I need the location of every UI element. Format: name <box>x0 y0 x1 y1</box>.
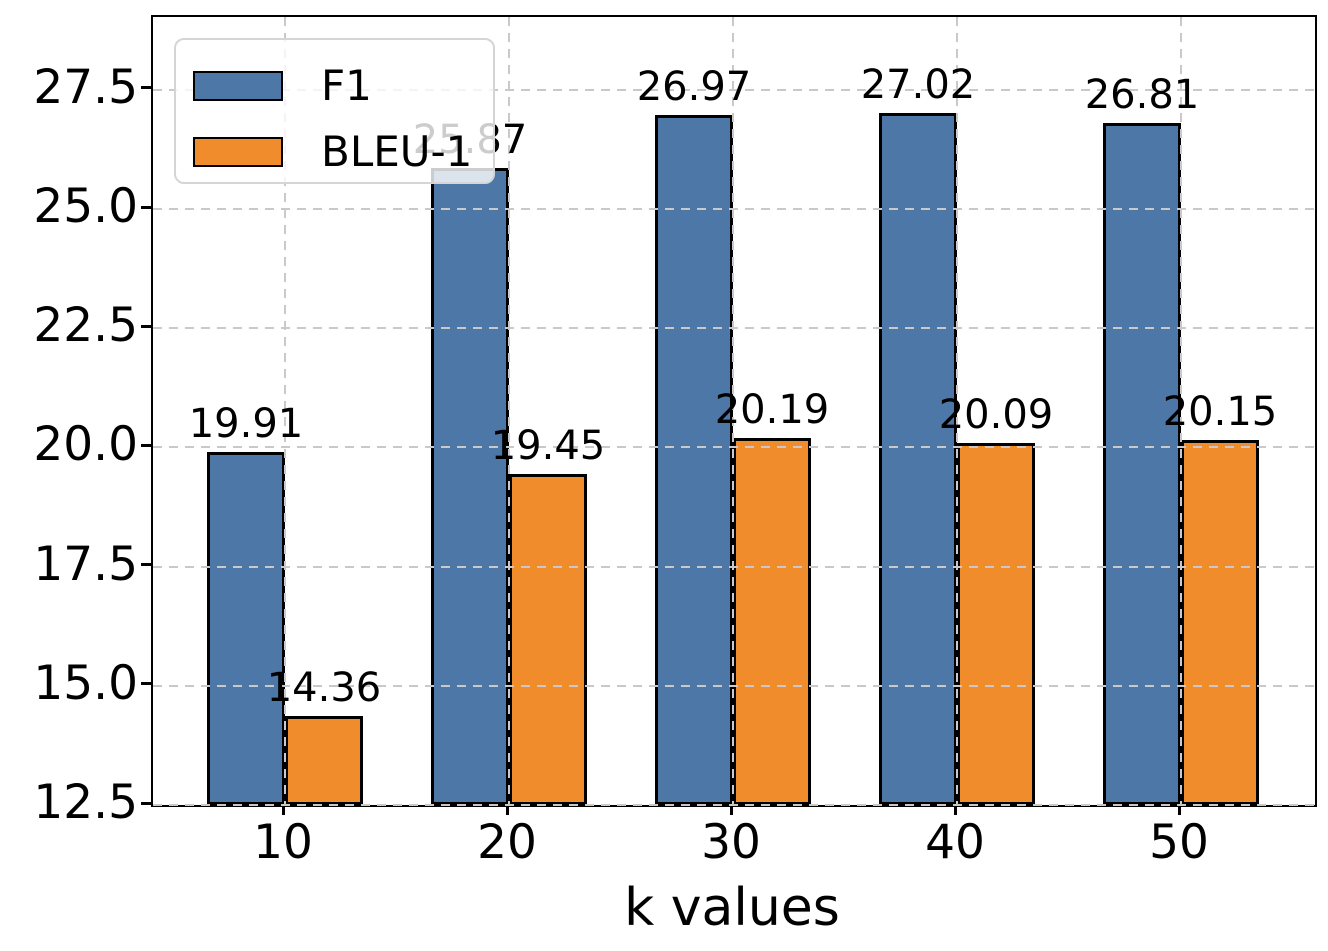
x-tick-label: 20 <box>477 815 537 870</box>
y-tick-mark <box>141 86 151 90</box>
bleu1-bar-40 <box>957 443 1035 805</box>
y-tick-mark <box>141 682 151 686</box>
vertical-gridline-20 <box>508 17 510 805</box>
legend-label: BLEU-1 <box>321 127 473 176</box>
y-tick-label: 17.5 <box>33 536 138 592</box>
x-tick-mark <box>953 805 957 815</box>
legend-row-f1: F1 <box>193 60 493 112</box>
y-tick-mark <box>141 205 151 209</box>
x-tick-label: 50 <box>1149 815 1209 870</box>
x-tick-mark <box>505 805 509 815</box>
horizontal-gridline-22.5 <box>153 327 1315 330</box>
x-tick-mark <box>281 805 285 815</box>
x-tick-mark <box>1177 805 1181 815</box>
y-tick-label: 22.5 <box>33 298 138 354</box>
bleu1-bar-10 <box>285 716 363 805</box>
y-tick-label: 20.0 <box>33 417 138 473</box>
legend-row-bleu-1: BLEU-1 <box>193 126 493 178</box>
vertical-gridline-50 <box>1180 17 1182 805</box>
horizontal-gridline-15.0 <box>153 684 1315 687</box>
horizontal-gridline-12.5 <box>153 804 1315 806</box>
legend-swatch-f1 <box>193 71 283 101</box>
bleu1-bar-50 <box>1181 440 1259 805</box>
x-axis-title: k values <box>624 878 840 938</box>
bar-value-label: 19.91 <box>188 400 304 447</box>
y-tick-mark <box>141 563 151 567</box>
y-tick-label: 27.5 <box>33 59 138 115</box>
horizontal-gridline-17.5 <box>153 565 1315 568</box>
y-tick-mark <box>141 443 151 447</box>
bar-value-label: 20.15 <box>1162 389 1278 436</box>
f1-bar-50 <box>1103 122 1181 805</box>
horizontal-gridline-20.0 <box>153 446 1315 449</box>
horizontal-gridline-25.0 <box>153 208 1315 211</box>
vertical-gridline-30 <box>732 17 734 805</box>
x-tick-label: 10 <box>253 815 313 870</box>
plot-area: 19.9125.8726.9727.0226.8114.3619.4520.19… <box>151 15 1317 807</box>
legend-swatch-bleu-1 <box>193 137 283 167</box>
x-tick-label: 40 <box>925 815 985 870</box>
x-tick-label: 30 <box>701 815 761 870</box>
legend: F1 BLEU-1 <box>174 38 495 184</box>
y-tick-label: 15.0 <box>33 655 138 711</box>
y-tick-label: 25.0 <box>33 179 138 235</box>
f1-bar-10 <box>207 451 285 805</box>
vertical-gridline-10 <box>284 17 286 805</box>
legend-label: F1 <box>321 61 372 110</box>
bleu1-bar-30 <box>733 438 811 805</box>
f1-bar-20 <box>431 167 509 805</box>
horizontal-gridline-27.5 <box>153 88 1315 91</box>
x-tick-mark <box>729 805 733 815</box>
bar-value-label: 27.02 <box>860 61 976 108</box>
bar-value-label: 26.81 <box>1084 71 1200 118</box>
bar-value-label: 20.19 <box>714 387 830 434</box>
bar-value-label: 19.45 <box>490 422 606 469</box>
y-tick-mark <box>141 324 151 328</box>
vertical-gridline-40 <box>956 17 958 805</box>
bar-value-label: 20.09 <box>938 392 1054 439</box>
bleu1-bar-20 <box>509 473 587 805</box>
f1-bar-40 <box>879 112 957 805</box>
f1-bar-30 <box>655 115 733 805</box>
bar-value-label: 26.97 <box>636 64 752 111</box>
y-tick-mark <box>141 801 151 805</box>
y-tick-label: 12.5 <box>33 775 138 830</box>
bar-value-label: 14.36 <box>266 665 382 712</box>
